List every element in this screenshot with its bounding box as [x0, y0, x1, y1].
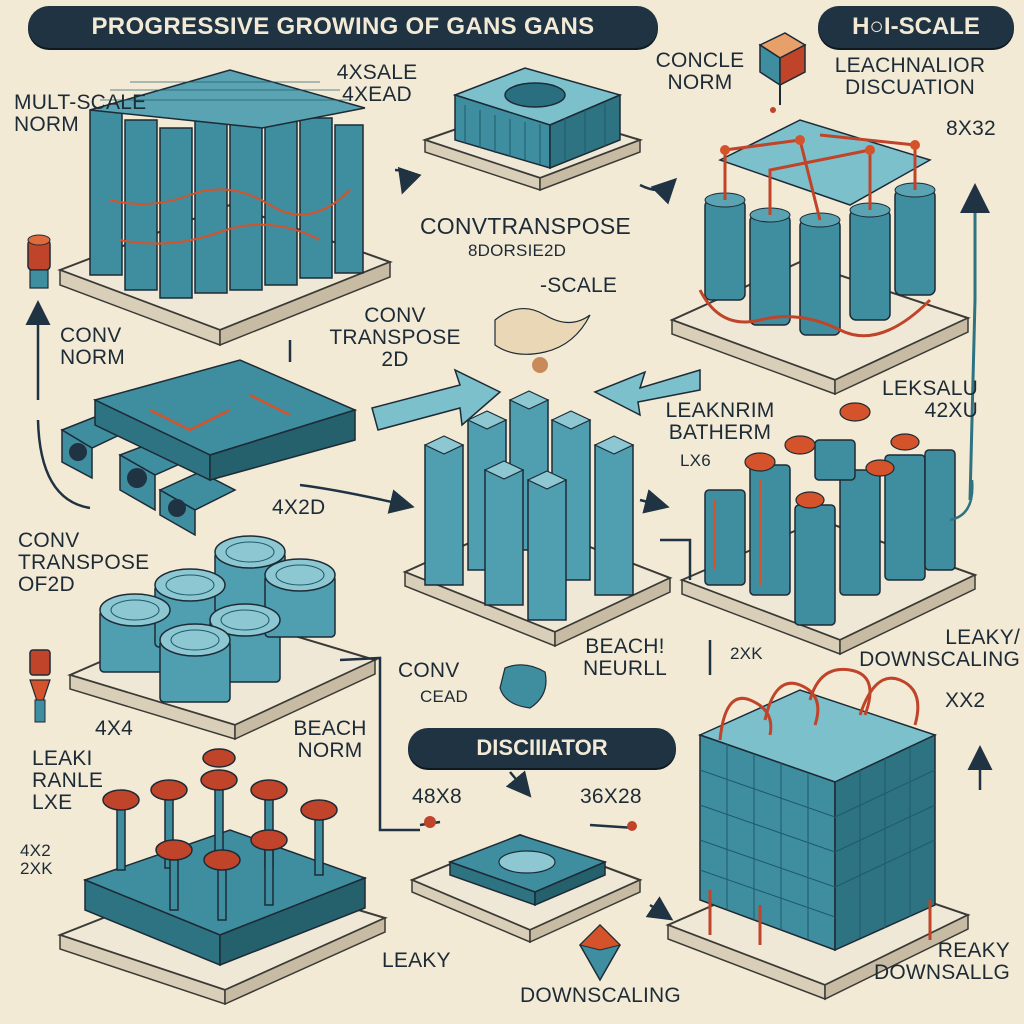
label-beach-norm: BEACH NORM: [293, 717, 367, 763]
label-downscaling: DOWNSCALING: [520, 984, 681, 1007]
label-conv-bottom: CONV: [398, 659, 460, 682]
label-multi-scale-norm: MULT-SCALE NORM: [14, 91, 147, 137]
arrow-big-right: [371, 368, 502, 431]
block-conv-fan: [452, 67, 623, 170]
label-leaknorm-sub: LX6: [680, 451, 711, 470]
label-reaky-downsallg: REAKY DOWNSALLG: [874, 939, 1010, 985]
block-conv-machinery: [60, 359, 358, 537]
discriminator-banner: DISCIIIATOR: [408, 728, 676, 768]
block-downscaling-cube: [697, 667, 938, 952]
label-size-2xk: 2XK: [730, 644, 763, 663]
cube-icon: [758, 32, 807, 105]
red-dots: [424, 107, 776, 831]
label-scale-mid: -SCALE: [540, 274, 618, 297]
label-size-8x32: 8X32: [946, 117, 996, 140]
arrow-big-left: [593, 368, 701, 417]
label-conv-transpose-2d: CONV TRANSPOSE 2D: [329, 304, 461, 372]
label-size-36x28: 36X28: [580, 785, 642, 808]
label-leachnalior: LEACHNALIOR DISCUATION: [834, 54, 986, 100]
block-batchnorm-columns: [704, 402, 956, 626]
label-leaky-downscaling: LEAKY/ DOWNSCALING: [859, 626, 1020, 672]
label-conv-bottom-sub: CEAD: [420, 687, 469, 706]
block-tall-feature-stack: [89, 69, 366, 299]
probe-icon-left-top: [27, 234, 51, 289]
scale-banner: H○I-SCALE: [818, 6, 1014, 48]
sketch-figure-center: [494, 308, 591, 373]
label-leaky: LEAKY: [382, 949, 451, 972]
block-conv-cylinders: [99, 535, 336, 703]
label-size-48x8: 48X8: [412, 785, 462, 808]
label-beach-neurll: BEACH! NEURLL: [582, 635, 668, 681]
label-scale-4x: 4XSALE 4XEAD: [336, 61, 418, 107]
label-size-xx2: XX2: [945, 689, 986, 712]
label-leksalu: LEKSALU 42XU: [882, 377, 978, 423]
label-leaki-ranle: LEAKI RANLE LXE: [32, 747, 104, 815]
label-size-4x4: 4X4: [95, 717, 133, 740]
label-size-4x2-left: 4X2 2XK: [20, 841, 53, 878]
label-conv-norm: CONV NORM: [60, 324, 125, 370]
block-piped-columns: [698, 119, 936, 338]
block-leaky-relu-goblets: [82, 748, 368, 967]
label-convtranspose: CONVTRANSPOSE: [420, 213, 631, 239]
label-concle-norm: CONCLE NORM: [655, 49, 745, 95]
block-conv-transpose-prisms: [423, 390, 635, 621]
label-convtranspose-sub: 8DORSIE2D: [468, 241, 567, 260]
label-size-4x2d: 4X2D: [272, 496, 326, 519]
sketch-figure-bottom: [499, 664, 547, 709]
diagram-title-banner: PROGRESSIVE GROWING OF GANS GANS: [28, 6, 658, 48]
probe-icon-left-mid: [29, 649, 51, 723]
diamond-icon-bottom: [579, 923, 621, 982]
label-conv-transpose-of-2d: CONV TRANSPOSE OF2D: [18, 529, 150, 597]
block-discriminator-plate: [447, 834, 608, 907]
label-leaknorm: LEAKNRIM BATHERM: [665, 399, 775, 445]
